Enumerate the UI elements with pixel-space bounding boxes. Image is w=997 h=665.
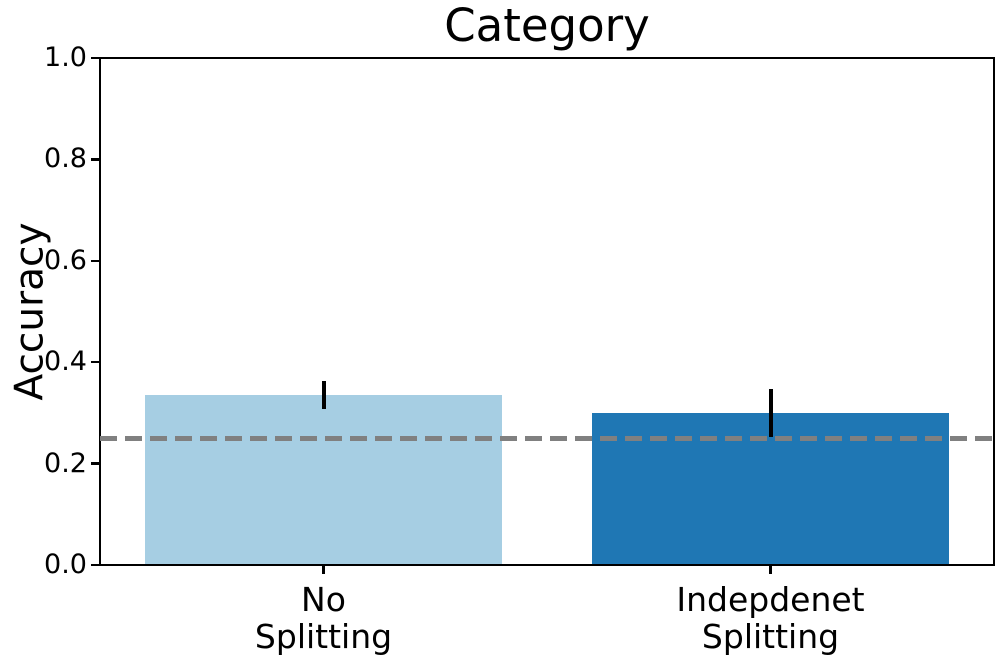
error-bar-2 bbox=[768, 388, 773, 438]
y-axis-label-wrap: Accuracy bbox=[4, 58, 56, 565]
x-tick-label: No Splitting bbox=[254, 580, 393, 656]
y-tick-mark bbox=[91, 158, 99, 161]
y-tick-mark bbox=[91, 259, 99, 263]
y-tick-mark bbox=[91, 56, 99, 60]
y-tick-label: 0.4 bbox=[44, 346, 87, 378]
y-tick-label: 0.6 bbox=[44, 244, 87, 276]
plot-area bbox=[100, 58, 997, 565]
x-tick-label: Indepdenet Splitting bbox=[676, 580, 865, 656]
error-bar-1 bbox=[321, 381, 326, 409]
y-tick-mark bbox=[91, 462, 99, 465]
y-tick-label: 0.2 bbox=[44, 447, 87, 479]
chance-reference-line bbox=[100, 435, 997, 441]
x-tick-mark bbox=[769, 566, 772, 574]
x-tick-mark bbox=[322, 566, 325, 574]
y-tick-label: 0.0 bbox=[44, 549, 87, 580]
bar-1 bbox=[144, 395, 503, 565]
y-tick-label: 0.8 bbox=[44, 143, 87, 175]
y-tick-label: 1.0 bbox=[44, 42, 87, 73]
y-tick-mark bbox=[91, 360, 99, 364]
y-tick-mark bbox=[91, 563, 99, 567]
chart-title: Category bbox=[444, 0, 650, 52]
